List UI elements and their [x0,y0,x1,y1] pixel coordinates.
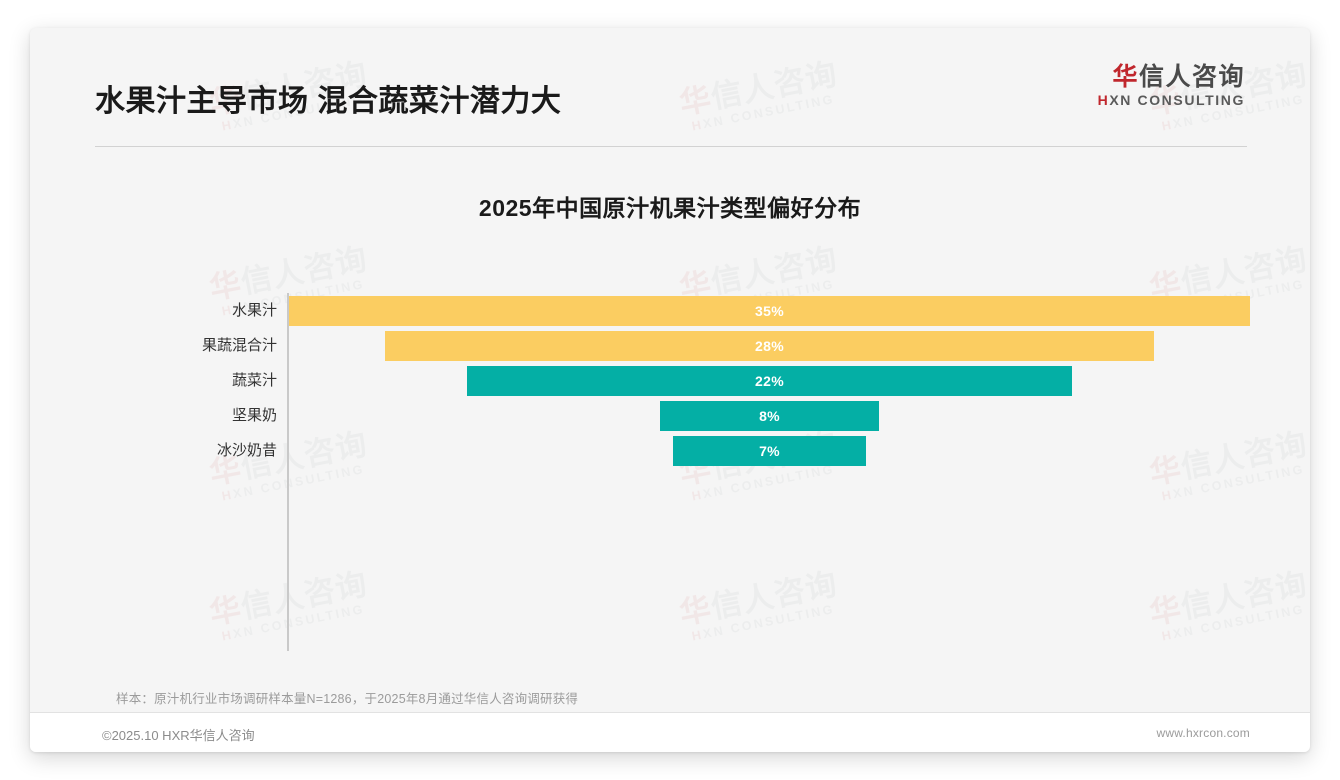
bar-row: 果蔬混合汁 28% [90,331,1250,361]
header-divider [95,146,1247,147]
slide-card: 华信人咨询 HXN CONSULTING 华信人咨询 HXN CONSULTING 华信… [30,28,1310,752]
bar-rows: 水果汁 35% 果蔬混合汁 28% 蔬菜汁 22% 坚果奶 8% 冰沙奶昔 7% [90,296,1250,471]
chart-footnote: 样本：原汁机行业市场调研样本量N=1286，于2025年8月通过华信人咨询调研获… [116,692,579,706]
bar-row: 冰沙奶昔 7% [90,436,1250,466]
bar-row: 蔬菜汁 22% [90,366,1250,396]
bar-segment[interactable]: 22% [467,366,1072,396]
bar-row: 坚果奶 8% [90,401,1250,431]
chart-axis-line [287,293,289,651]
logo-cn-rest: 信人咨询 [1138,63,1245,91]
copyright-text: ©2025.10 HXR华信人咨询 [102,728,255,743]
bar-category-label: 水果汁 [231,302,277,319]
bar-segment[interactable]: 28% [385,331,1154,361]
bar-value-label: 8% [759,408,780,424]
bar-row: 水果汁 35% [90,296,1250,326]
bar-track: 35% [289,296,1250,326]
bar-segment[interactable]: 7% [673,436,866,466]
bar-category-label: 果蔬混合汁 [201,337,277,354]
bar-track: 7% [289,436,1250,466]
logo-english-text: HXN CONSULTING [1098,92,1245,108]
bar-category-label: 蔬菜汁 [231,372,277,389]
bar-segment[interactable]: 8% [659,401,880,431]
bar-value-label: 35% [755,303,784,319]
bar-category-label: 冰沙奶昔 [216,442,277,459]
bar-track: 8% [289,401,1250,431]
bar-value-label: 22% [755,373,784,389]
footer-divider [30,712,1310,713]
logo-en-red-char: H [1097,92,1110,109]
chart-plot-area: 水果汁 35% 果蔬混合汁 28% 蔬菜汁 22% 坚果奶 8% 冰沙奶昔 7% [90,286,1250,656]
logo-chinese-text: 华信人咨询 [1098,64,1245,90]
logo-cn-red-char: 华 [1112,63,1139,91]
chart-container: 2025年中国原汁机果汁类型偏好分布 水果汁 35% 果蔬混合汁 28% 蔬菜汁 22% 坚… [30,156,1310,676]
slide-header: 水果汁主导市场 混合蔬菜汁潜力大 华信人咨询 HXN CONSULTING [95,58,1245,120]
bar-segment[interactable]: 35% [289,296,1250,326]
chart-title: 2025年中国原汁机果汁类型偏好分布 [478,195,862,221]
bar-value-label: 28% [755,338,784,354]
website-link[interactable]: www.hxrcon.com [1156,726,1250,740]
page-title: 水果汁主导市场 混合蔬菜汁潜力大 [95,85,562,118]
logo-en-rest: XN CONSULTING [1109,92,1245,109]
bar-track: 28% [289,331,1250,361]
bar-track: 22% [289,366,1250,396]
company-logo: 华信人咨询 HXN CONSULTING [1098,64,1245,108]
bar-value-label: 7% [759,443,780,459]
bar-category-label: 坚果奶 [231,407,277,424]
slide-footer: ©2025.10 HXR华信人咨询 www.hxrcon.com [30,713,1310,752]
